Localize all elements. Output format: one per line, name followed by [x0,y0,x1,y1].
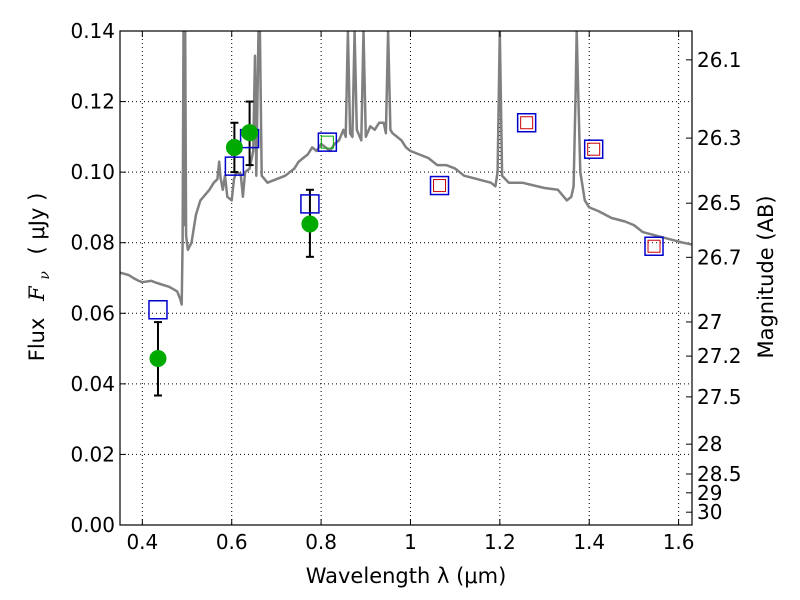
y2-tick-label: 29 [697,481,722,505]
model-photometry-square [148,300,168,320]
model-inner-square [587,142,601,156]
y2-tick-label: 27.5 [697,385,742,409]
model-photometry-square [224,156,245,176]
model-photometry-square [300,194,320,214]
y-tick-label: 0.14 [70,19,115,43]
x-tick-label: 1.2 [484,530,516,554]
grid-lines [120,30,692,526]
x-tick-label: 1.6 [663,530,695,554]
model-photometry-square [583,139,604,159]
model-inner-square [433,179,447,193]
y2-tick-label: 27.2 [697,344,742,368]
x-tick-label: 0.6 [216,530,248,554]
y2-tick-label: 26.7 [697,245,742,269]
plot-frame [119,30,693,526]
y2-tick-label: 28 [697,432,722,456]
y-tick-label: 0.06 [70,301,115,325]
y-tick-label: 0.00 [70,513,115,537]
observed-point [149,349,167,367]
y-tick-label: 0.04 [70,372,115,396]
observed-photometry-markers [149,124,319,367]
y-tick-label: 0.02 [70,442,115,466]
tick-labels: 0.4 0.6 0.8 1 1.2 1.4 1.6 0.00 0.02 0.04 0.06 0.08 0… [70,19,741,554]
y2-tick-label: 26.3 [697,126,742,150]
y2-axis-label: Magnitude (AB) [754,195,778,358]
x-tick-label: 0.8 [305,530,337,554]
y2-tick-label: 30 [697,500,722,524]
y-axis-label-unit: ( μJy ) [25,193,49,255]
observed-point [225,138,243,156]
axes-frame [119,30,693,526]
y-tick-label: 0.12 [70,90,115,114]
model-photometry-square [317,132,338,152]
observed-point [301,215,319,233]
y-axis-label-text: Flux [25,318,49,362]
y-axis-label: Flux F ν ( μJy ) [25,193,54,362]
sed-line [120,31,692,306]
y2-tick-label: 28.5 [697,462,742,486]
y-axis-label-symbol: F [25,285,49,302]
y2-tick-label: 26.1 [697,48,742,72]
x-tick-label: 1.4 [573,530,605,554]
sed-model-curve [120,31,692,306]
y-tick-label: 0.10 [70,160,115,184]
model-photometry-square [516,112,537,133]
model-inner-square [647,239,661,253]
model-inner-square [520,116,534,130]
x-tick-label: 1 [404,530,417,554]
y-axis-label-subscript: ν [37,271,53,280]
model-photometry-square [644,236,664,256]
y2-tick-label: 27 [697,310,722,334]
model-photometry-markers [148,112,664,320]
observed-point [241,124,259,142]
model-inner-square [320,135,334,149]
x-tick-label: 0.4 [126,530,158,554]
model-photometry-square [429,175,450,196]
y2-tick-label: 26.5 [697,191,742,215]
y-tick-label: 0.08 [70,231,115,255]
x-axis-label: Wavelength λ (μm) [306,564,507,588]
